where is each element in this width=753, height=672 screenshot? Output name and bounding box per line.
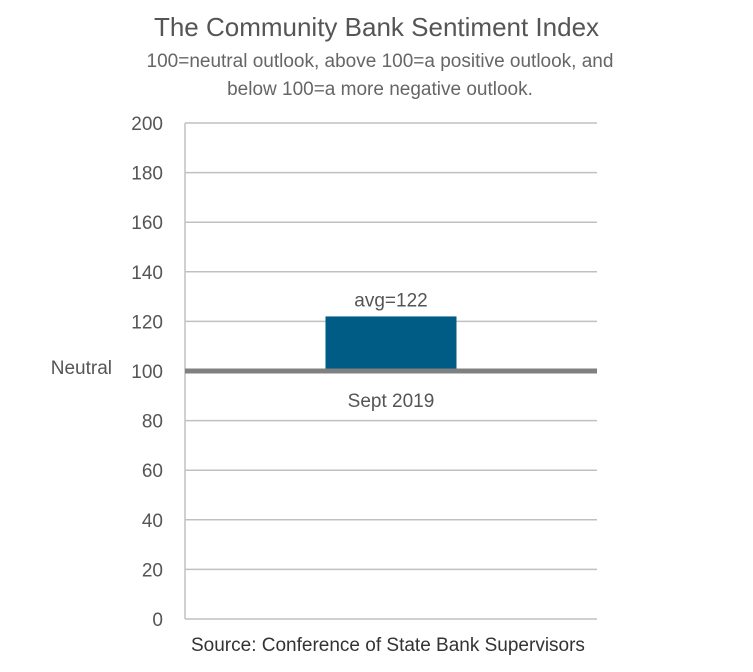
y-tick-label-180: 180 [131,164,163,185]
y-tick-label-100: 100 [131,362,163,383]
source-note: Source: Conference of State Bank Supervi… [191,635,585,656]
y-tick-label-140: 140 [131,263,163,284]
bar-0 [325,316,457,371]
y-tick-label-20: 20 [142,560,163,581]
chart-title: The Community Bank Sentiment Index [153,12,600,42]
y-tick-label-60: 60 [142,461,163,482]
chart-subtitle: 100=neutral outlook, above 100=a positiv… [0,48,753,104]
y-tick-label-120: 120 [131,312,163,333]
y-tick-label-40: 40 [142,511,163,532]
y-tick-label-160: 160 [131,213,163,234]
y-tick-label-200: 200 [131,114,163,135]
x-category-label-0: Sept 2019 [348,391,435,412]
y-tick-label-80: 80 [142,412,163,433]
y-tick-label-0: 0 [152,610,163,631]
data-label-0: avg=122 [354,290,427,311]
subtitle-line-2: below 100=a more negative outlook. [227,79,533,100]
neutral-label: Neutral [51,358,112,379]
subtitle-line-1: 100=neutral outlook, above 100=a positiv… [146,51,614,72]
